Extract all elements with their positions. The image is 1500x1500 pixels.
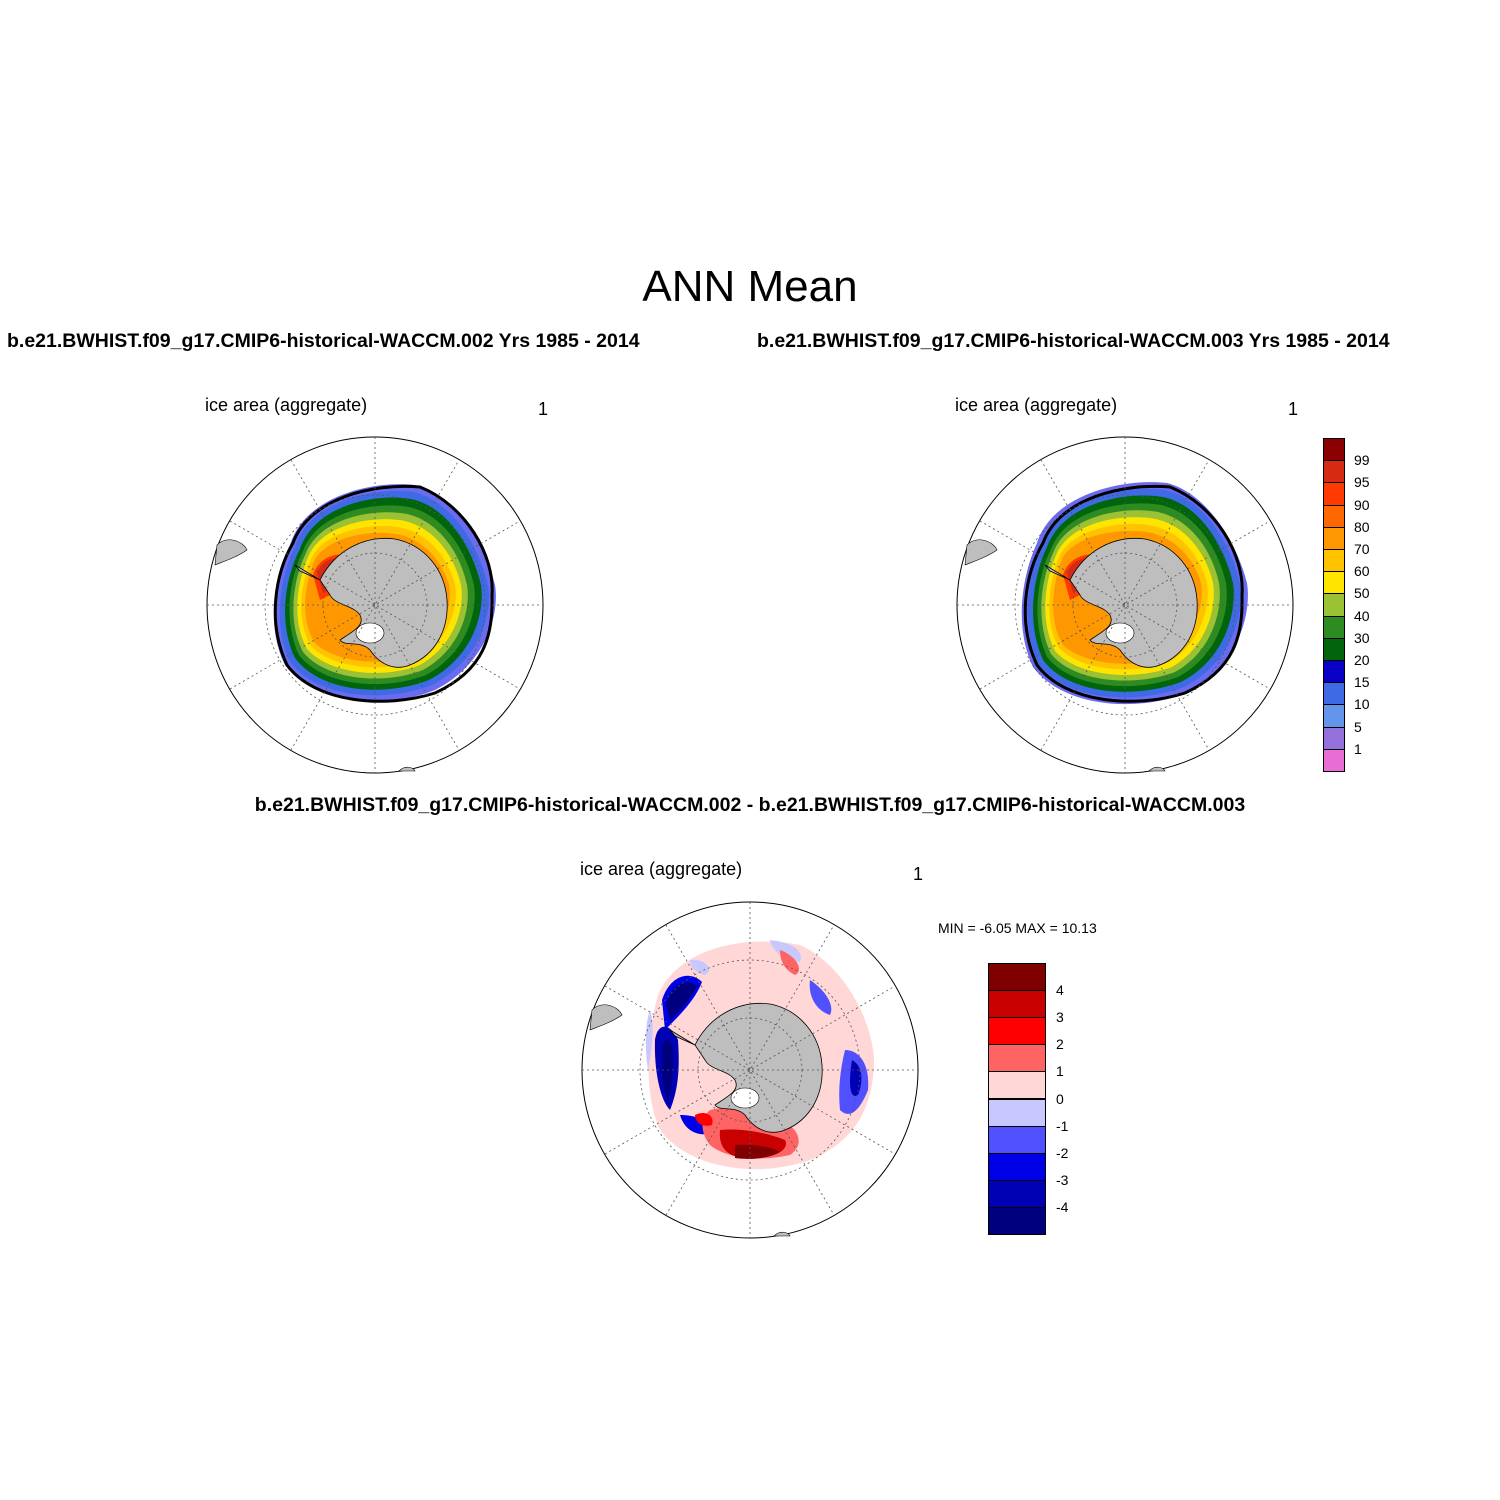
main-colorbar-label: 99 — [1354, 452, 1370, 469]
main-colorbar-labels: 99 95 90 80 70 60 50 40 30 20 15 10 5 1 — [1350, 438, 1390, 771]
case2-title: b.e21.BWHIST.f09_g17.CMIP6-historical-WA… — [757, 330, 1390, 352]
main-colorbar-label: 95 — [1354, 474, 1370, 491]
main-colorbar-swatch — [1323, 504, 1345, 528]
main-colorbar-label: 1 — [1354, 740, 1362, 757]
diff-colorbar-swatch — [988, 1071, 1046, 1100]
diff-units-label: 1 — [913, 864, 924, 884]
case1-ice-edge-line — [273, 484, 494, 703]
diff-colorbar-labels: 4 3 2 1 0 -1 -2 -3 -4 — [1052, 963, 1092, 1234]
diff-colorbar-swatch — [988, 1152, 1046, 1181]
diff-variable-label: ice area (aggregate) — [580, 859, 743, 879]
main-colorbar — [1323, 438, 1345, 772]
diff-colorbar-label: 1 — [1056, 1063, 1064, 1080]
diff-colorbar-label: -1 — [1056, 1117, 1069, 1134]
diff-colorbar-label: 3 — [1056, 1009, 1064, 1026]
main-colorbar-label: 30 — [1354, 629, 1370, 646]
main-title: ANN Mean — [642, 262, 858, 311]
main-colorbar-label: 15 — [1354, 674, 1370, 691]
main-colorbar-label: 60 — [1354, 563, 1370, 580]
main-colorbar-label: 50 — [1354, 585, 1370, 602]
diff-colorbar-swatch — [988, 1098, 1046, 1127]
diff-colorbar-label: 0 — [1056, 1090, 1064, 1107]
diff-map — [581, 901, 919, 1239]
main-colorbar-swatch — [1323, 682, 1345, 706]
diff-colorbar — [988, 963, 1046, 1235]
main-colorbar-label: 90 — [1354, 496, 1370, 513]
case2-map — [956, 436, 1294, 774]
main-colorbar-label: 70 — [1354, 541, 1370, 557]
diff-colorbar-swatch — [988, 990, 1046, 1019]
diff-colorbar-label: 2 — [1056, 1036, 1064, 1053]
diff-min-max-label: MIN = -6.05 MAX = 10.13 — [938, 920, 1097, 936]
main-colorbar-swatch — [1323, 460, 1345, 484]
main-colorbar-swatch — [1323, 615, 1345, 639]
diff-antarctica — [669, 1002, 823, 1133]
diff-colorbar-swatch — [988, 1017, 1046, 1046]
diff-colorbar-label: -4 — [1056, 1198, 1069, 1215]
case2-units-label: 1 — [1288, 399, 1299, 419]
case2-south-america — [964, 539, 1166, 772]
diff-grid — [582, 902, 918, 1238]
diff-title: b.e21.BWHIST.f09_g17.CMIP6-historical-WA… — [254, 794, 1246, 816]
diff-colorbar-swatch — [988, 1179, 1046, 1208]
diff-colorbar-swatch — [988, 963, 1046, 992]
case1-grid — [207, 437, 543, 773]
case1-south-america — [214, 539, 416, 772]
main-colorbar-swatch — [1323, 526, 1345, 550]
case2-antarctica — [1044, 537, 1198, 668]
diff-colorbar-label: 4 — [1056, 982, 1064, 999]
case2-variable-label: ice area (aggregate) — [955, 395, 1118, 415]
case1-map — [206, 436, 544, 774]
case1-variable-label: ice area (aggregate) — [205, 395, 368, 415]
main-colorbar-label: 40 — [1354, 607, 1370, 624]
diff-colorbar-swatch — [988, 1044, 1046, 1073]
main-colorbar-swatch — [1323, 637, 1345, 661]
case1-title: b.e21.BWHIST.f09_g17.CMIP6-historical-WA… — [7, 330, 640, 352]
diff-colorbar-label: -3 — [1056, 1171, 1069, 1188]
diff-colorbar-swatch — [988, 1206, 1046, 1235]
case2-ice-edge-line — [1023, 484, 1244, 703]
main-colorbar-swatch — [1323, 726, 1345, 750]
main-colorbar-swatch — [1323, 748, 1345, 772]
main-colorbar-swatch — [1323, 704, 1345, 728]
case1-units-label: 1 — [538, 399, 549, 419]
main-colorbar-swatch — [1323, 549, 1345, 573]
case2-grid — [957, 437, 1293, 773]
case1-antarctica — [294, 537, 448, 668]
main-colorbar-label: 10 — [1354, 696, 1370, 713]
main-colorbar-label: 80 — [1354, 518, 1370, 535]
main-colorbar-swatch — [1323, 571, 1345, 595]
diff-south-america — [589, 1004, 791, 1237]
main-colorbar-swatch — [1323, 482, 1345, 506]
main-colorbar-swatch — [1323, 593, 1345, 617]
diff-colorbar-label: -2 — [1056, 1144, 1069, 1161]
main-colorbar-label: 20 — [1354, 652, 1370, 668]
main-colorbar-swatch — [1323, 660, 1345, 684]
main-colorbar-label: 5 — [1354, 718, 1362, 735]
main-colorbar-swatch — [1323, 438, 1345, 462]
diff-colorbar-swatch — [988, 1125, 1046, 1154]
